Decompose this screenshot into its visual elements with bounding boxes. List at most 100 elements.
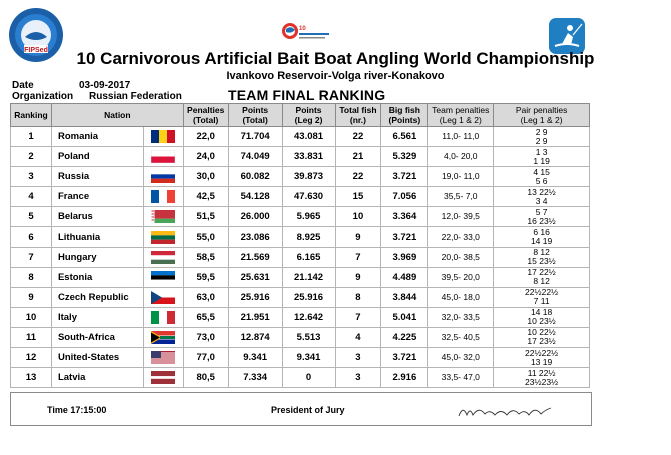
rank-cell: 4	[10, 186, 52, 208]
nation-cell: Italy	[50, 306, 144, 328]
flag-cell	[142, 186, 184, 208]
total-fish-cell: 8	[334, 286, 382, 308]
flag-cell	[142, 367, 184, 389]
points-leg2-cell: 8.925	[281, 226, 336, 248]
pair-penalties-leg1: 4 15	[533, 166, 550, 177]
team-penalties-cell: 45,0- 32,0	[427, 347, 495, 369]
points-leg2-cell: 6.165	[281, 246, 336, 268]
pair-penalties-leg2: 5 6	[535, 175, 548, 186]
flag-cell	[142, 347, 184, 369]
rank-cell: 6	[10, 226, 52, 248]
rank-cell: 1	[10, 125, 52, 148]
team-penalties-cell: 19,0- 11,0	[427, 166, 495, 188]
points-leg2-cell: 5.513	[281, 326, 336, 349]
penalties-cell: 63,0	[182, 286, 229, 308]
big-fish-cell: 2.916	[380, 367, 429, 389]
flag-belarus-icon	[151, 210, 176, 224]
team-penalties-cell: 22,0- 33,0	[427, 226, 495, 248]
ranking-table: Ranking Nation Penalties (Total) Points (T…	[10, 103, 590, 389]
pair-penalties-leg1: 14 18	[530, 307, 553, 318]
rank-cell: 8	[10, 266, 52, 288]
date-line: Date 03-09-2017	[12, 80, 130, 91]
penalties-cell: 55,0	[182, 226, 229, 248]
points-cell: 25.631	[227, 266, 283, 288]
nation-cell: Romania	[50, 125, 144, 148]
big-fish-cell: 3.721	[380, 226, 429, 248]
points-cell: 25.916	[227, 286, 283, 308]
penalties-cell: 65,5	[182, 306, 229, 328]
flag-cell	[142, 246, 184, 268]
nation-cell: France	[50, 186, 144, 208]
penalties-cell: 51,5	[182, 206, 229, 228]
championship-logo: 10	[282, 23, 329, 39]
col-total-fish: Total fish (nr.)	[334, 103, 382, 127]
table-row: 7 Hungary 58,5 21.569 6.165 7 3.969 20,0- 38,5 8…	[10, 246, 590, 268]
total-fish-cell: 22	[334, 125, 382, 148]
team-penalties-cell: 4,0- 20,0	[427, 146, 495, 168]
rank-cell: 2	[10, 146, 52, 168]
points-cell: 21.951	[227, 306, 283, 328]
flag-poland-icon	[151, 150, 176, 164]
pair-penalties-cell: 11 22½ 23½23½	[493, 367, 590, 389]
nation-cell: South-Africa	[50, 326, 144, 349]
penalties-cell: 73,0	[182, 326, 229, 349]
nation-cell: Estonia	[50, 266, 144, 288]
pair-penalties-cell: 13 22½ 3 4	[493, 186, 590, 208]
pair-penalties-leg1: 11 22½	[527, 367, 556, 378]
points-cell: 60.082	[227, 166, 283, 188]
rank-cell: 5	[10, 206, 52, 228]
team-penalties-cell: 12,0- 39,5	[427, 206, 495, 228]
big-fish-cell: 3.364	[380, 206, 429, 228]
pair-penalties-leg1: 22½22½	[525, 347, 559, 358]
total-fish-cell: 21	[334, 146, 382, 168]
points-leg2-cell: 5.965	[281, 206, 336, 228]
table-row: 10 Italy 65,5 21.951 12.642 7 5.041 32,0- 33,5 1…	[10, 306, 590, 328]
big-fish-cell: 3.721	[380, 347, 429, 369]
flag-cell	[142, 266, 184, 288]
table-row: 6 Lithuania 55,0 23.086 8.925 9 3.721 22,0- 33,…	[10, 226, 590, 248]
points-leg2-cell: 47.630	[281, 186, 336, 208]
team-penalties-cell: 20,0- 38,5	[427, 246, 495, 268]
flag-latvia-icon	[151, 371, 176, 385]
points-cell: 74.049	[227, 146, 283, 168]
nation-cell: Lithuania	[50, 226, 144, 248]
pair-penalties-leg1: 8 12	[533, 247, 550, 258]
pair-penalties-cell: 8 12 15 23½	[493, 246, 590, 268]
col-pair-penalties: Pair penalties (Leg 1 & 2)	[493, 103, 590, 127]
big-fish-cell: 3.844	[380, 286, 429, 308]
time-stamp: Time 17:15:00	[47, 405, 107, 415]
points-leg2-cell: 12.642	[281, 306, 336, 328]
total-fish-cell: 15	[334, 186, 382, 208]
table-row: 13 Latvia 80,5 7.334 0 3 2.916 33,5- 47,0 11 22½…	[10, 367, 590, 389]
points-leg2-cell: 25.916	[281, 286, 336, 308]
date-value: 03-09-2017	[79, 80, 131, 91]
total-fish-cell: 9	[334, 266, 382, 288]
points-leg2-cell: 21.142	[281, 266, 336, 288]
table-row: 3 Russia 30,0 60.082 39.873 22 3.721 19,0- 11,0…	[10, 166, 590, 188]
flag-usa-icon	[151, 351, 176, 365]
pair-penalties-leg2: 16 23½	[527, 215, 556, 226]
big-fish-cell: 3.721	[380, 166, 429, 188]
pair-penalties-leg1: 2 9	[535, 126, 548, 137]
points-leg2-cell: 0	[281, 367, 336, 389]
pair-penalties-leg2: 23½23½	[525, 376, 559, 387]
rank-cell: 10	[10, 306, 52, 328]
pair-penalties-cell: 6 16 14 19	[493, 226, 590, 248]
nation-cell: Latvia	[50, 367, 144, 389]
pair-penalties-cell: 5 7 16 23½	[493, 206, 590, 228]
rank-cell: 7	[10, 246, 52, 268]
total-fish-cell: 10	[334, 206, 382, 228]
rank-cell: 12	[10, 347, 52, 369]
big-fish-cell: 5.041	[380, 306, 429, 328]
pair-penalties-leg1: 1 3	[535, 146, 548, 157]
team-penalties-cell: 33,5- 47,0	[427, 367, 495, 389]
points-leg2-cell: 43.081	[281, 125, 336, 148]
rank-cell: 13	[10, 367, 52, 389]
points-cell: 9.341	[227, 347, 283, 369]
team-penalties-cell: 32,0- 33,5	[427, 306, 495, 328]
big-fish-cell: 7.056	[380, 186, 429, 208]
big-fish-cell: 4.225	[380, 326, 429, 349]
points-leg2-cell: 39.873	[281, 166, 336, 188]
